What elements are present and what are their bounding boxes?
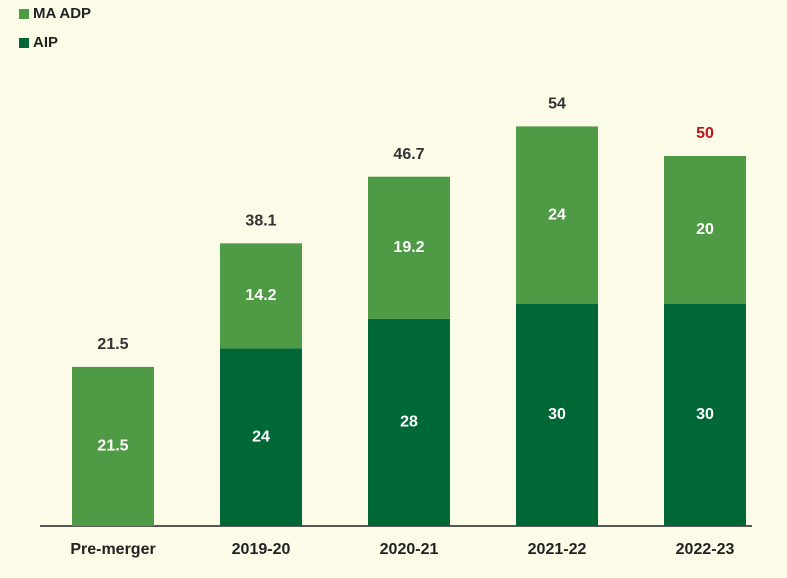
- legend-swatch: [19, 9, 29, 19]
- total-label: 46.7: [393, 146, 424, 163]
- value-label: 20: [696, 221, 714, 238]
- bar-segment: [516, 304, 598, 526]
- bar-segment: [220, 243, 302, 349]
- value-label: 24: [548, 206, 566, 223]
- bar-segment: [220, 348, 302, 526]
- bar-segment: [72, 366, 154, 526]
- total-label: 21.5: [97, 336, 128, 353]
- value-label: 21.5: [97, 438, 128, 455]
- value-label: 30: [696, 406, 714, 423]
- x-tick-label: 2020-21: [380, 541, 439, 558]
- total-label: 54: [548, 96, 566, 113]
- bar-segment: [368, 318, 450, 526]
- x-tick-label: 2022-23: [676, 541, 735, 558]
- x-tick-label: Pre-merger: [70, 541, 155, 558]
- bar-segment: [664, 304, 746, 526]
- value-label: 19.2: [393, 239, 424, 256]
- legend-label: MA ADP: [33, 5, 91, 22]
- legend-swatch: [19, 38, 29, 48]
- value-label: 30: [548, 406, 566, 423]
- total-label: 50: [696, 125, 714, 142]
- bar-segment: [368, 176, 450, 319]
- x-tick-label: 2021-22: [528, 541, 587, 558]
- bar-segment: [516, 126, 598, 305]
- value-label: 14.2: [245, 287, 276, 304]
- total-label: 38.1: [245, 213, 276, 230]
- legend-label: AIP: [33, 34, 58, 51]
- value-label: 24: [252, 428, 270, 445]
- value-label: 28: [400, 414, 418, 431]
- x-tick-label: 2019-20: [232, 541, 291, 558]
- bar-segment: [664, 156, 746, 304]
